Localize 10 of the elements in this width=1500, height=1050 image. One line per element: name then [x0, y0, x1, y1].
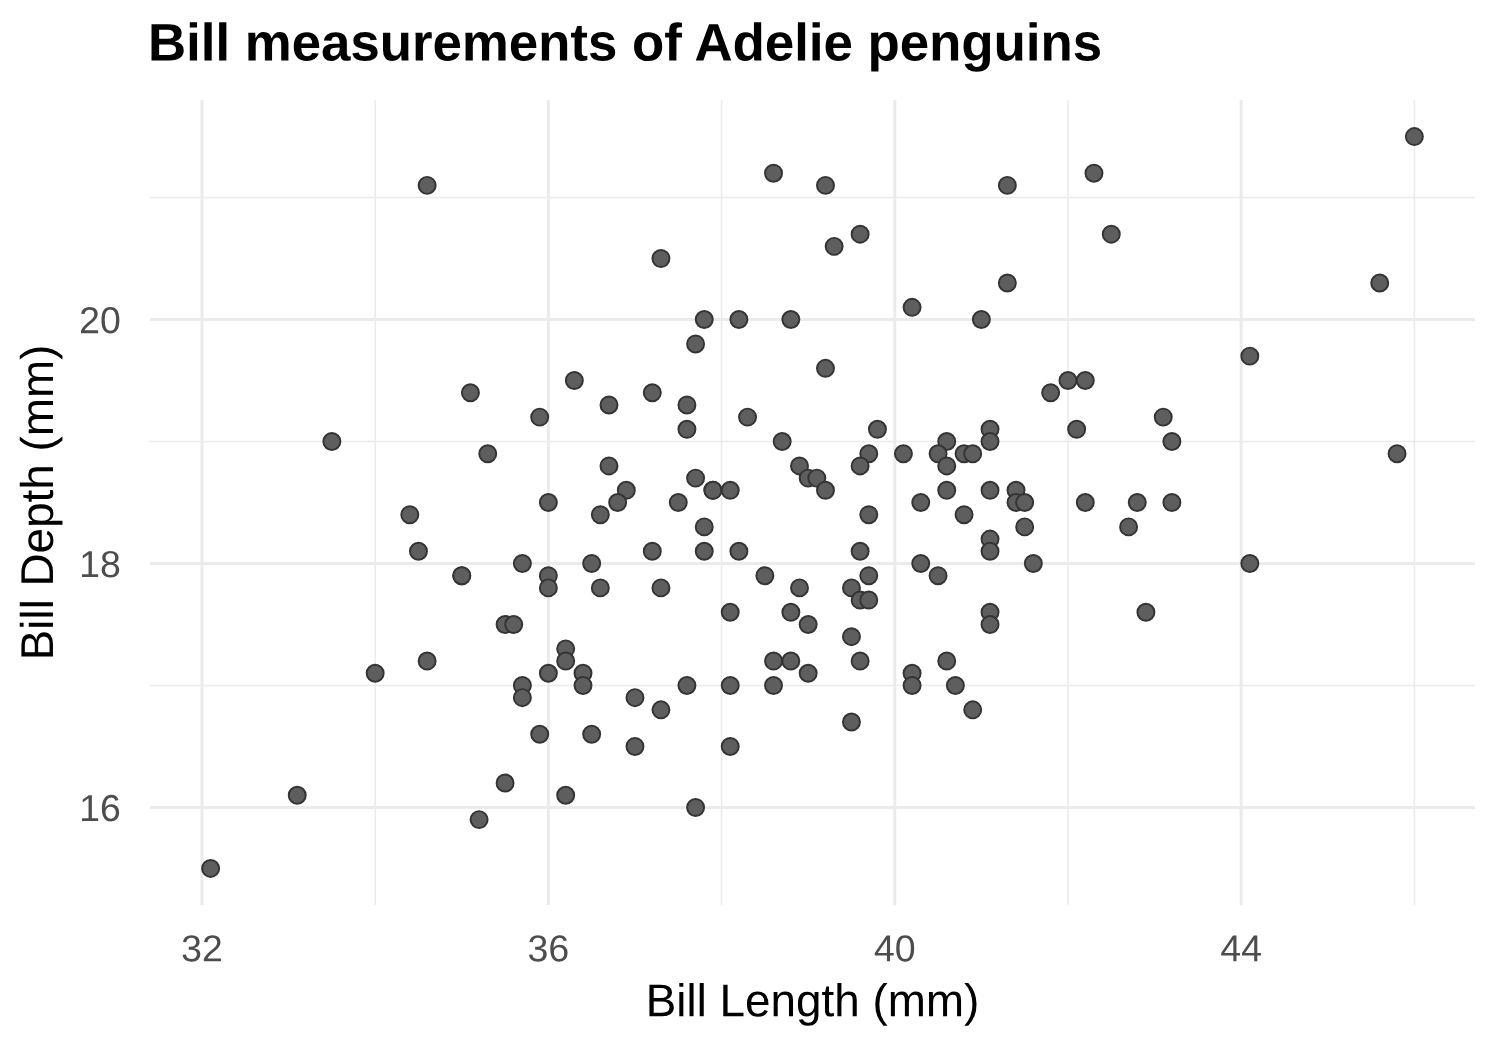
x-axis-title: Bill Length (mm) [649, 983, 977, 1026]
chart-title: Bill measurements of Adelie penguins [151, 22, 1100, 72]
x-tick-label: 44 [1221, 935, 1261, 962]
x-tick-label: 32 [182, 935, 221, 962]
y-axis-title: Bill Depth (mm) [19, 347, 63, 657]
x-tick-label: 40 [874, 935, 915, 962]
y-tick-label: 18 [81, 550, 120, 578]
y-tick-label: 16 [81, 794, 120, 822]
x-tick-label: 36 [528, 935, 568, 962]
y-tick-label: 20 [81, 306, 120, 334]
